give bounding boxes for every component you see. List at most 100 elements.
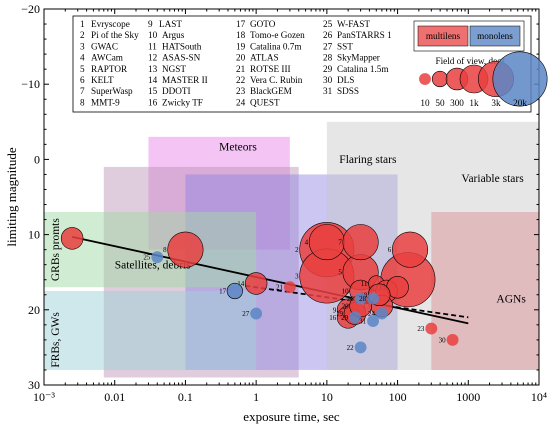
point-label-7: 7 — [338, 239, 342, 247]
point-label-29: 29 — [341, 314, 349, 322]
legend-item-name: Pi of the Sky — [91, 30, 139, 40]
point-label-21: 21 — [276, 284, 284, 292]
fov-legend-label-1: 50 — [435, 98, 445, 108]
point-8 — [167, 231, 204, 268]
legend-box — [72, 15, 532, 113]
legend-item-number: 8 — [80, 97, 85, 107]
legend: 1 Evryscope 2 Pi of the Sky 3 GWAC 4 AWCam 5 RAPT… — [72, 15, 548, 113]
legend-item-number: 26 — [323, 30, 333, 40]
region-label-3: Variable stars — [461, 173, 524, 185]
x-tick-label-5: 100 — [389, 390, 407, 404]
point-label-30: 30 — [439, 336, 447, 344]
legend-item-number: 29 — [323, 64, 333, 74]
legend-item-name: KELT — [91, 75, 114, 85]
legend-item-name: ROTSE III — [250, 64, 291, 74]
region-label-5: GRBs promts — [50, 218, 62, 281]
legend-item-name: Tomo-e Gozen — [250, 30, 305, 40]
trend-line-solid — [71, 235, 469, 325]
legend-item-number: 22 — [236, 75, 246, 85]
legend-item-name: Argus — [162, 30, 185, 40]
region-label-0: Meteors — [219, 141, 257, 153]
type-legend-label-multilens: multilens — [426, 31, 461, 41]
legend-item-name: Catalina 0.7m — [250, 41, 302, 51]
point-23 — [425, 322, 438, 335]
points-layer: 1234567891011121314151617181920212223242… — [60, 222, 459, 354]
x-tick-label-2: 0.1 — [178, 390, 193, 404]
point-label-9: 9 — [333, 306, 337, 314]
point-28 — [367, 292, 379, 305]
point-label-3: 3 — [295, 272, 299, 280]
point-label-6: 6 — [388, 246, 392, 254]
legend-item-name: Zwicky TF — [162, 97, 203, 107]
point-22 — [354, 341, 367, 354]
point-label-23: 23 — [417, 325, 425, 333]
legend-item-name: HATSouth — [162, 41, 202, 51]
fov-legend-circle-5 — [492, 51, 548, 107]
point-14 — [244, 272, 268, 295]
regions-layer — [44, 121, 539, 378]
legend-item-name: QUEST — [250, 97, 280, 107]
legend-item-number: 12 — [148, 53, 158, 63]
legend-item-number: 18 — [236, 30, 246, 40]
legend-item-name: SDSS — [337, 86, 359, 96]
legend-item-number: 13 — [148, 64, 158, 74]
legend-item-name: Vera C. Rubin — [250, 75, 303, 85]
fov-legend-circle-1 — [431, 70, 449, 88]
point-30 — [446, 333, 459, 346]
plot-frame — [43, 8, 540, 386]
point-label-19: 19 — [336, 310, 344, 318]
legend-item-number: 28 — [323, 53, 333, 63]
region-label-2: Flaring stars — [339, 154, 397, 166]
legend-item-number: 21 — [236, 64, 246, 74]
legend-item-number: 11 — [148, 41, 157, 51]
legend-item-name: GWAC — [91, 41, 118, 51]
point-label-8: 8 — [163, 246, 167, 254]
type-legend-swatch-monolens — [469, 25, 521, 47]
point-26 — [354, 292, 367, 305]
legend-item-name: AWCam — [91, 53, 123, 63]
point-label-16: 16 — [329, 314, 337, 322]
y-tick-label-0: −20 — [21, 2, 40, 16]
legend-item-number: 19 — [236, 41, 246, 51]
legend-item-number: 15 — [148, 86, 158, 96]
point-label-10: 10 — [342, 288, 350, 296]
y-tick-label-1: −10 — [21, 77, 40, 91]
point-label-14: 14 — [237, 280, 245, 288]
x-tick-label-0: 10⁻³ — [33, 390, 55, 404]
legend-item-number: 17 — [236, 19, 246, 29]
legend-item-name: GOTO — [250, 19, 276, 29]
fov-legend-label-0: 10 — [420, 98, 430, 108]
legend-item-number: 14 — [148, 75, 158, 85]
legend-item-name: BlackGEM — [250, 86, 292, 96]
point-label-11: 11 — [361, 280, 368, 288]
point-label-2: 2 — [295, 246, 299, 254]
legend-item-name: MMT-9 — [91, 97, 120, 107]
point-label-27: 27 — [242, 310, 250, 318]
x-axis-label: exposure time, sec — [243, 409, 340, 424]
fov-legend-title: Field of view, deg² — [435, 56, 504, 66]
legend-item-name: SuperWasp — [91, 86, 133, 96]
region-label-6: FRBs, GWs — [50, 312, 62, 368]
y-tick-label-2: 0 — [34, 152, 40, 166]
point-17 — [226, 282, 243, 300]
point-27 — [250, 307, 263, 320]
x-tick-label-3: 1 — [253, 390, 259, 404]
x-tick-label-4: 10 — [321, 390, 333, 404]
legend-item-name: RAPTOR — [91, 64, 128, 74]
region-label-1: Satellites, debris — [115, 259, 192, 271]
legend-item-number: 30 — [323, 75, 333, 85]
axes-layer: 10⁻³ 0.01 0.1 1 10 100 1000 10⁴ −20 −10 0 10 20 30 — [21, 2, 547, 404]
legend-item-number: 6 — [80, 75, 85, 85]
point-6 — [391, 231, 429, 268]
fov-legend-label-2: 300 — [450, 98, 464, 108]
point-label-17: 17 — [219, 288, 227, 296]
legend-item-name: W-FAST — [337, 19, 370, 29]
legend-item-name: SkyMapper — [337, 53, 380, 63]
point-24 — [375, 307, 388, 320]
y-axis-label: limiting magnitude — [4, 147, 19, 247]
legend-item-number: 23 — [236, 86, 246, 96]
legend-item-number: 16 — [148, 97, 158, 107]
point-GRB — [60, 227, 84, 250]
legend-item-name: Evryscope — [91, 19, 130, 29]
